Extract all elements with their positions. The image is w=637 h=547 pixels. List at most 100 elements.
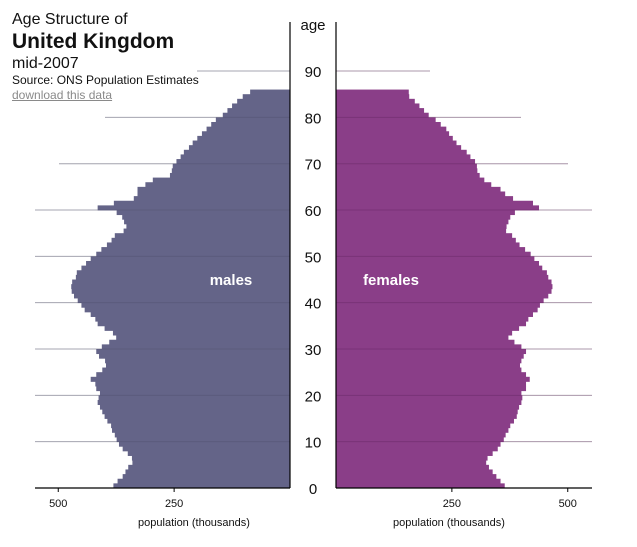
female-bar <box>336 159 476 165</box>
age-axis-title: age <box>300 17 325 34</box>
female-bar <box>336 450 493 456</box>
male-bar <box>242 94 290 100</box>
male-bar <box>96 372 291 378</box>
male-bar <box>112 427 291 433</box>
female-bar <box>336 94 410 100</box>
male-bar <box>95 381 290 387</box>
male-bar <box>99 404 290 410</box>
male-bar <box>97 321 291 327</box>
female-bar <box>336 423 511 429</box>
female-bar <box>336 469 493 475</box>
source-text: Source: ONS Population Estimates <box>12 73 199 87</box>
female-bar <box>336 474 497 480</box>
female-bar <box>336 126 447 132</box>
female-bar <box>336 413 517 419</box>
download-data-link[interactable]: download this data <box>12 88 113 102</box>
male-bar <box>152 177 290 183</box>
male-bar <box>126 223 291 229</box>
male-x-axis-label: population (thousands) <box>138 517 250 529</box>
male-bar <box>84 307 291 313</box>
male-bar <box>90 376 290 382</box>
age-tick-label: 10 <box>305 435 322 452</box>
female-bar <box>336 279 552 285</box>
female-bar <box>336 214 511 220</box>
female-bar <box>336 316 529 322</box>
male-bar <box>111 423 291 429</box>
female-bar <box>336 200 533 206</box>
male-bar <box>102 409 290 415</box>
female-bar <box>336 135 453 141</box>
male-bar <box>96 349 291 355</box>
female-bar <box>336 270 547 276</box>
male-bar <box>123 228 290 234</box>
male-bar <box>74 293 290 299</box>
male-bar <box>99 353 291 359</box>
female-bar <box>336 353 524 359</box>
female-bar <box>336 168 478 174</box>
male-bar <box>101 247 290 253</box>
male-bar <box>116 437 290 443</box>
male-bar <box>77 298 290 304</box>
female-bar <box>336 154 471 160</box>
female-bar <box>336 404 520 410</box>
female-bar <box>336 121 441 128</box>
female-bar <box>336 182 492 188</box>
male-bar <box>86 260 290 267</box>
chart-title: United Kingdom <box>12 30 175 53</box>
age-tick-label: 20 <box>305 388 322 405</box>
female-bar <box>336 242 520 248</box>
female-bar <box>336 293 549 299</box>
age-tick-label: 60 <box>305 203 322 220</box>
female-bar <box>336 339 515 345</box>
female-bar <box>336 386 527 392</box>
female-bar <box>336 427 509 433</box>
male-bar <box>98 395 291 401</box>
male-bar <box>183 149 290 155</box>
age-tick-label: 30 <box>305 342 322 359</box>
female-bar <box>336 108 425 114</box>
female-bar <box>336 311 533 317</box>
male-bar <box>109 339 290 345</box>
female-x-axis-label: population (thousands) <box>393 517 505 529</box>
female-bar <box>336 191 506 197</box>
female-bar <box>336 251 531 257</box>
male-bar <box>96 386 291 392</box>
male-bar <box>206 126 290 132</box>
male-bar <box>211 121 290 128</box>
male-bar <box>227 108 290 114</box>
male-bar <box>105 362 290 368</box>
male-bar <box>237 98 290 104</box>
male-bar <box>114 432 290 438</box>
female-bar <box>336 288 552 294</box>
female-bar <box>336 358 522 364</box>
male-bar <box>122 446 290 452</box>
male-bar <box>75 274 290 280</box>
male-bar <box>106 242 290 248</box>
male-bar <box>96 251 291 257</box>
female-bar <box>336 274 549 280</box>
female-bar <box>336 335 509 341</box>
female-x-tick-label: 250 <box>443 498 461 510</box>
female-bar <box>336 455 488 461</box>
female-bar <box>336 432 506 438</box>
female-bar <box>336 89 409 95</box>
male-bar <box>97 399 291 406</box>
female-bar <box>336 307 538 313</box>
female-x-tick-label: 500 <box>559 498 577 510</box>
title-line-1: Age Structure of <box>12 11 128 28</box>
male-bar <box>169 172 290 178</box>
female-bar <box>336 390 522 396</box>
male-bar <box>90 311 290 317</box>
female-bar <box>336 409 518 415</box>
female-bar <box>336 233 513 239</box>
male-bar <box>250 89 290 95</box>
male-bar <box>81 302 290 308</box>
female-bar <box>336 284 553 290</box>
female-bar <box>336 149 467 155</box>
female-bar <box>336 418 514 424</box>
female-bar <box>336 103 420 109</box>
male-bar <box>133 196 290 202</box>
female-bar <box>336 302 540 308</box>
male-bar <box>131 455 290 461</box>
